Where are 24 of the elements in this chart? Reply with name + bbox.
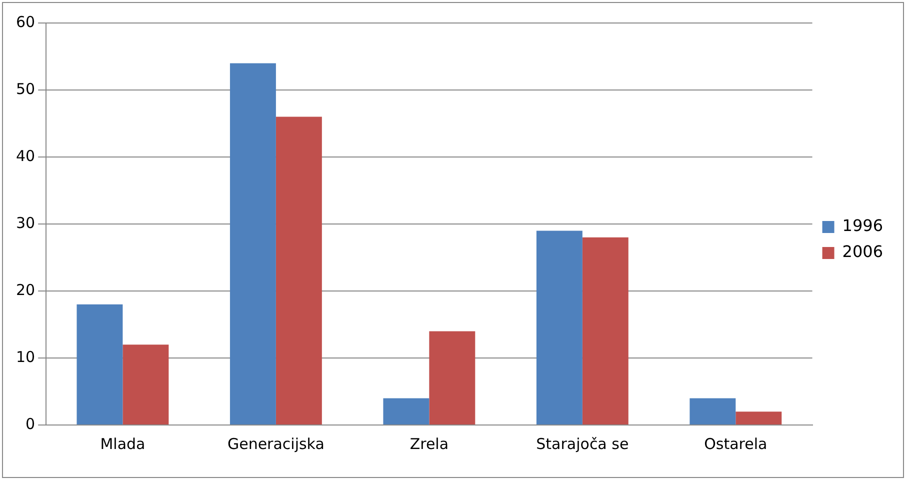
x-tick-label: Mlada [100,434,146,453]
x-tick-label: Zrela [410,434,449,453]
bar [429,331,476,424]
legend-label: 2006 [842,242,883,262]
x-tick-label: Ostarela [704,434,768,453]
bar [122,344,169,424]
y-tick-label: 10 [16,348,36,366]
bar [276,116,322,424]
bar [536,230,582,424]
bar [582,237,628,424]
bar [383,398,430,424]
bar [690,398,736,424]
legend-label: 1996 [842,216,883,236]
y-tick-label: 20 [16,280,36,299]
bar [736,412,782,424]
y-tick-label: 0 [26,414,36,433]
y-tick-label: 60 [16,12,36,31]
x-tick-label: Generacijska [227,434,324,453]
y-tick-label: 40 [16,146,36,165]
y-tick-label: 30 [16,214,36,232]
x-tick-label: Starajoča se [536,434,629,453]
bar [230,63,276,424]
bar [76,304,123,424]
y-tick-label: 50 [16,80,36,98]
